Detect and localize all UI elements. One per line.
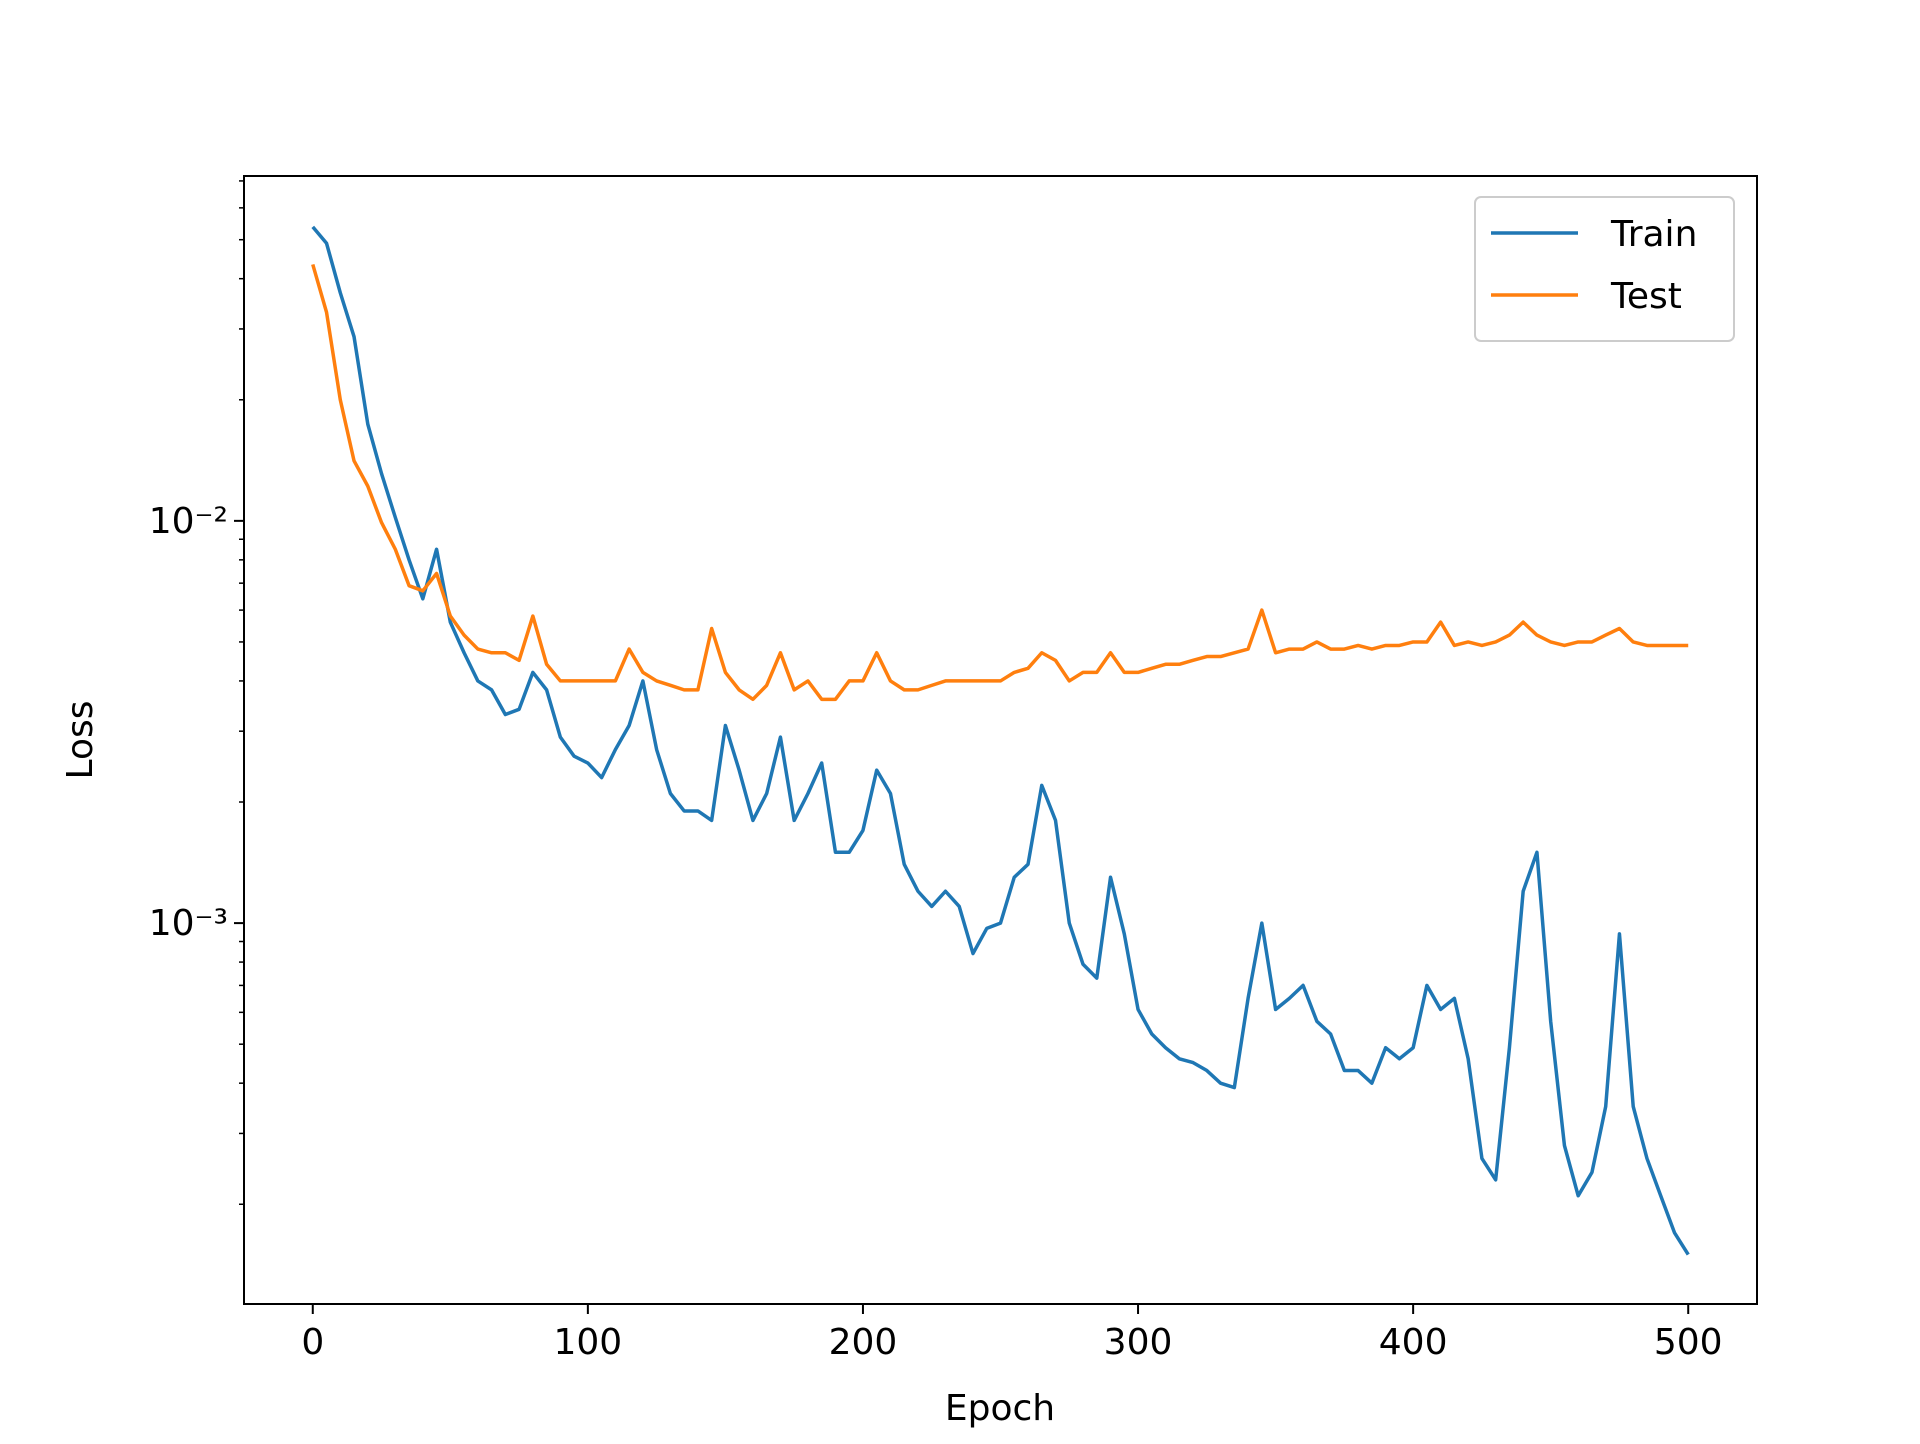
y-axis-label: Loss	[60, 701, 101, 780]
x-tick-label: 0	[301, 1322, 324, 1363]
data-line	[311, 225, 1690, 1256]
x-tick-label: 200	[829, 1322, 898, 1363]
legend: Train Test	[1474, 196, 1735, 342]
x-tick-label: 500	[1654, 1322, 1723, 1363]
x-tick-label: 100	[554, 1322, 623, 1363]
data-line	[311, 263, 1689, 702]
x-tick-label: 300	[1104, 1322, 1173, 1363]
x-axis-label: Epoch	[945, 1388, 1055, 1429]
y-tick-label: 10⁻²	[149, 501, 228, 542]
y-tick-label: 10⁻³	[149, 903, 228, 944]
legend-label: Train	[1610, 214, 1697, 255]
plot-frame	[243, 175, 1758, 1305]
legend-label: Test	[1610, 276, 1682, 317]
x-tick-label: 400	[1379, 1322, 1448, 1363]
